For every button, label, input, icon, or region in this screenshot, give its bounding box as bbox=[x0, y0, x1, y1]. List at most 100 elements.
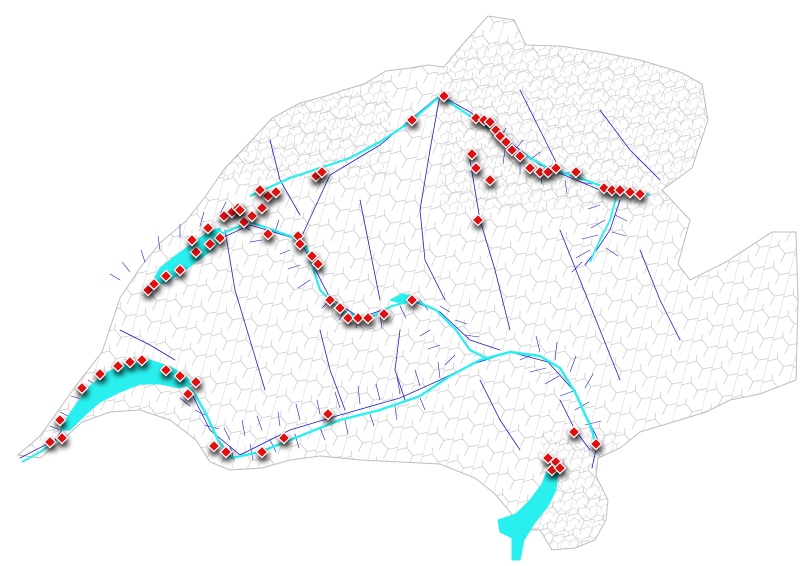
diamond-marker-icon bbox=[469, 161, 483, 175]
site-marker[interactable] bbox=[499, 135, 513, 151]
diamond-marker-icon bbox=[569, 165, 583, 179]
site-marker[interactable] bbox=[533, 165, 547, 181]
diamond-marker-icon bbox=[341, 311, 355, 325]
diamond-marker-icon bbox=[185, 233, 199, 247]
site-marker[interactable] bbox=[589, 437, 603, 453]
diamond-marker-icon bbox=[589, 437, 603, 451]
site-marker[interactable] bbox=[255, 445, 269, 461]
site-marker[interactable] bbox=[269, 185, 283, 201]
diamond-marker-icon bbox=[53, 413, 67, 427]
site-marker[interactable] bbox=[315, 165, 329, 181]
site-marker[interactable] bbox=[613, 183, 627, 199]
site-marker[interactable] bbox=[135, 353, 149, 369]
site-marker[interactable] bbox=[323, 293, 337, 309]
site-marker[interactable] bbox=[549, 161, 563, 177]
diamond-marker-icon bbox=[189, 245, 203, 259]
diamond-marker-icon bbox=[437, 89, 451, 103]
site-marker[interactable] bbox=[465, 147, 479, 163]
site-marker[interactable] bbox=[405, 113, 419, 129]
site-marker[interactable] bbox=[147, 277, 161, 293]
site-marker[interactable] bbox=[623, 185, 637, 201]
diamond-marker-icon bbox=[261, 227, 275, 241]
site-marker[interactable] bbox=[569, 165, 583, 181]
site-marker[interactable] bbox=[55, 431, 69, 447]
site-marker[interactable] bbox=[471, 213, 485, 229]
site-marker[interactable] bbox=[505, 143, 519, 159]
site-marker[interactable] bbox=[341, 311, 355, 327]
site-marker[interactable] bbox=[567, 425, 581, 441]
diamond-marker-icon bbox=[471, 213, 485, 227]
diamond-marker-icon bbox=[499, 135, 513, 149]
site-marker[interactable] bbox=[277, 431, 291, 447]
site-marker[interactable] bbox=[159, 363, 173, 379]
site-marker[interactable] bbox=[181, 387, 195, 403]
site-marker[interactable] bbox=[159, 269, 173, 285]
site-marker[interactable] bbox=[255, 201, 269, 217]
diamond-marker-icon bbox=[305, 249, 319, 263]
site-marker[interactable] bbox=[53, 413, 67, 429]
site-marker[interactable] bbox=[437, 89, 451, 105]
diamond-marker-icon bbox=[553, 461, 567, 475]
site-marker[interactable] bbox=[233, 203, 247, 219]
site-marker[interactable] bbox=[523, 161, 537, 177]
site-marker[interactable] bbox=[553, 461, 567, 477]
site-marker[interactable] bbox=[483, 173, 497, 189]
site-marker[interactable] bbox=[333, 301, 347, 317]
site-marker[interactable] bbox=[189, 375, 203, 391]
site-marker[interactable] bbox=[189, 245, 203, 261]
site-marker[interactable] bbox=[173, 263, 187, 279]
site-marker[interactable] bbox=[93, 367, 107, 383]
site-marker[interactable] bbox=[605, 183, 619, 199]
site-marker[interactable] bbox=[123, 355, 137, 371]
site-marker[interactable] bbox=[203, 237, 217, 253]
diamond-marker-icon bbox=[135, 353, 149, 367]
site-marker[interactable] bbox=[207, 439, 221, 455]
diamond-marker-icon bbox=[633, 187, 647, 201]
site-marker[interactable] bbox=[293, 237, 307, 253]
diamond-marker-icon bbox=[173, 369, 187, 383]
diamond-marker-icon bbox=[315, 165, 329, 179]
site-marker[interactable] bbox=[377, 307, 391, 323]
site-marker[interactable] bbox=[111, 359, 125, 375]
diamond-marker-icon bbox=[255, 445, 269, 459]
site-marker[interactable] bbox=[173, 369, 187, 385]
diamond-marker-icon bbox=[201, 221, 215, 235]
site-marker[interactable] bbox=[469, 161, 483, 177]
diamond-marker-icon bbox=[323, 293, 337, 307]
site-marker[interactable] bbox=[201, 221, 215, 237]
diamond-marker-icon bbox=[269, 185, 283, 199]
diamond-marker-icon bbox=[55, 431, 69, 445]
diamond-marker-icon bbox=[567, 425, 581, 439]
diamond-marker-icon bbox=[203, 237, 217, 251]
diamond-marker-icon bbox=[233, 203, 247, 217]
site-marker[interactable] bbox=[405, 293, 419, 309]
site-marker[interactable] bbox=[483, 115, 497, 131]
site-marker[interactable] bbox=[185, 233, 199, 249]
site-marker[interactable] bbox=[633, 187, 647, 203]
site-markers bbox=[43, 89, 647, 479]
site-marker[interactable] bbox=[219, 445, 233, 461]
diamond-marker-icon bbox=[253, 183, 267, 197]
site-marker[interactable] bbox=[321, 407, 335, 423]
site-marker[interactable] bbox=[513, 149, 527, 165]
site-marker[interactable] bbox=[237, 215, 251, 231]
site-marker[interactable] bbox=[213, 231, 227, 247]
rhone-river bbox=[183, 350, 598, 460]
site-marker[interactable] bbox=[361, 311, 375, 327]
site-marker[interactable] bbox=[311, 257, 325, 273]
site-marker[interactable] bbox=[245, 209, 259, 225]
site-marker[interactable] bbox=[253, 183, 267, 199]
site-marker[interactable] bbox=[261, 227, 275, 243]
site-marker[interactable] bbox=[351, 311, 365, 327]
rhine-south bbox=[589, 197, 617, 263]
site-marker[interactable] bbox=[305, 249, 319, 265]
diamond-marker-icon bbox=[465, 147, 479, 161]
site-marker[interactable] bbox=[75, 381, 89, 397]
diamond-marker-icon bbox=[605, 183, 619, 197]
diamond-marker-icon bbox=[549, 161, 563, 175]
site-marker[interactable] bbox=[43, 435, 57, 451]
diamond-marker-icon bbox=[513, 149, 527, 163]
